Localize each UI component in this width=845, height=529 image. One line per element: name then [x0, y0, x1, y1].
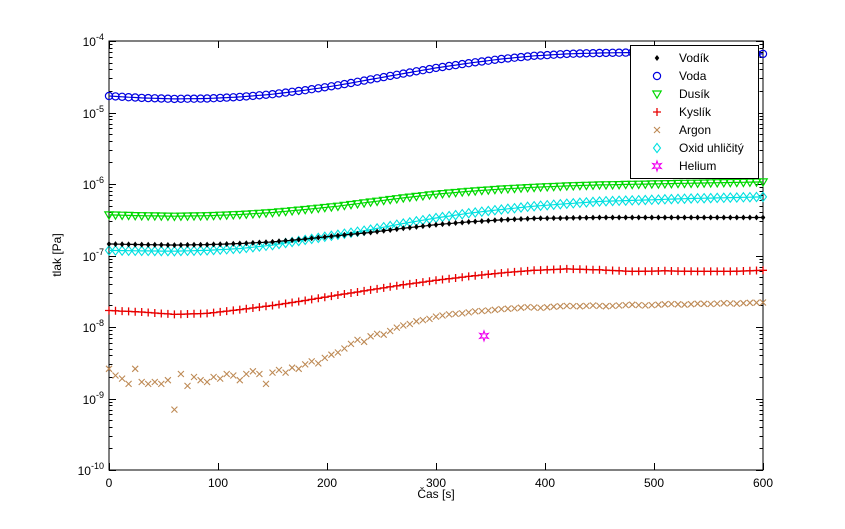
x-marker-icon [653, 126, 661, 134]
legend-item-kyslik: Kyslík [631, 103, 758, 121]
legend-label: Kyslík [679, 105, 712, 119]
legend-label: Oxid uhličitý [679, 141, 744, 155]
circle-marker-icon [652, 71, 662, 81]
plus-marker-icon [653, 108, 661, 116]
legend-item-helium: Helium [631, 157, 758, 175]
y-tick-label: 10-8 [83, 318, 104, 335]
x-tick-label: 400 [535, 476, 555, 490]
series-kyslik [105, 264, 767, 319]
legend-label: Argon [679, 123, 712, 137]
legend: Vodík Voda Dusík Kyslík Argon Oxid uhlič… [630, 45, 759, 179]
legend-item-vodik: Vodík [631, 49, 758, 67]
legend-item-oxid-uhlicity: Oxid uhličitý [631, 139, 758, 157]
axes: 0 100 200 300 400 500 600 10-4 10-5 10-6 10-7 10-8 1… [78, 32, 774, 490]
y-axis-label: tlak [Pa] [50, 233, 64, 277]
y-tick-label: 10-5 [83, 104, 104, 121]
y-tick-label: 10-9 [83, 390, 104, 407]
legend-item-dusik: Dusík [631, 85, 758, 103]
diamond-open-marker-icon [652, 142, 662, 154]
legend-label: Vodík [679, 51, 710, 65]
series-argon [105, 299, 767, 413]
series-line [109, 196, 764, 252]
x-tick-label: 600 [753, 476, 773, 490]
y-tick-label: 10-7 [83, 247, 104, 264]
triangle-down-marker-icon [651, 90, 663, 100]
x-tick-label: 300 [426, 476, 446, 490]
x-tick-label: 0 [106, 476, 113, 490]
series-helium [478, 329, 490, 343]
x-tick-label: 200 [317, 476, 337, 490]
y-tick-label: 10-4 [83, 32, 104, 49]
hexagram-marker-icon [651, 159, 663, 173]
legend-label: Voda [679, 69, 707, 83]
x-tick-label: 500 [644, 476, 664, 490]
x-axis-label: Čas [s] [417, 487, 455, 501]
legend-label: Dusík [679, 87, 710, 101]
series-line [108, 268, 764, 316]
legend-item-argon: Argon [631, 121, 758, 139]
series-vodik [106, 214, 766, 249]
diamond-filled-marker-icon [654, 55, 660, 61]
y-tick-label: 10-10 [78, 461, 104, 478]
y-tick-label: 10-6 [83, 175, 104, 192]
legend-label: Helium [679, 159, 717, 173]
x-tick-label: 100 [208, 476, 228, 490]
series-dusik [103, 178, 769, 222]
legend-item-voda: Voda [631, 67, 758, 85]
series-line [109, 216, 763, 246]
